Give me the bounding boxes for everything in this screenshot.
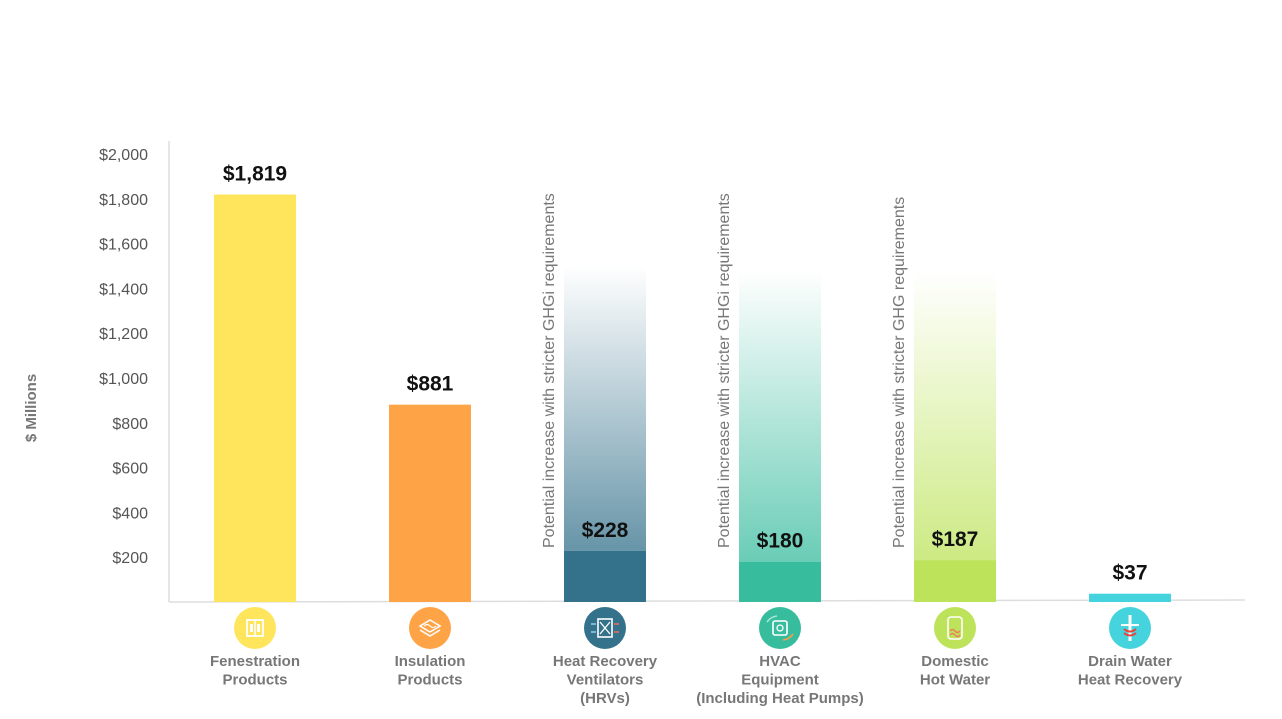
potential-increase-note: Potential increase with stricter GHGi re… (541, 193, 558, 548)
y-axis-label: $ Millions (23, 374, 40, 442)
y-tick-label: $1,600 (99, 237, 148, 254)
category-label: Insulation (395, 653, 466, 670)
potential-increase-note: Potential increase with stricter GHG req… (891, 197, 908, 548)
category-label: (HRVs) (580, 690, 630, 707)
bar (214, 194, 296, 602)
category-label: Ventilators (567, 672, 644, 689)
water-heater-icon (934, 607, 976, 649)
category-icons (234, 607, 1151, 649)
x-axis-line (168, 599, 1246, 603)
insulation-layers-icon (409, 607, 451, 649)
bar (739, 561, 821, 602)
heat-pump-icon (759, 607, 801, 649)
potential-increase-band (739, 270, 821, 562)
y-tick-label: $200 (112, 550, 148, 567)
y-tick-label: $1,000 (99, 371, 148, 388)
potential-increase-band (914, 270, 996, 561)
y-tick-label: $400 (112, 505, 148, 522)
y-tick-label: $1,400 (99, 281, 148, 298)
bar-value-label: $37 (1112, 562, 1147, 585)
y-tick-label: $2,000 (99, 147, 148, 164)
category-label: Drain Water (1088, 653, 1172, 670)
y-tick-label: $1,200 (99, 326, 148, 343)
category-labels: Fenestration Products Insulation Products He… (210, 653, 1183, 707)
category-label: Products (222, 672, 287, 689)
category-label: Heat Recovery (1078, 672, 1183, 689)
potential-increase-band (564, 266, 646, 551)
category-label: Hot Water (920, 672, 990, 689)
bar (564, 550, 646, 602)
y-tick-label: $600 (112, 461, 148, 478)
category-label: HVAC (759, 653, 801, 670)
drain-pipe-icon (1109, 607, 1151, 649)
category-label: (Including Heat Pumps) (696, 690, 864, 707)
y-axis-ticks: $200 $400 $600 $800 $1,000 $1,200 $1,400 $1,600… (99, 147, 148, 567)
bar-value-label: $180 (757, 530, 804, 553)
bar (914, 560, 996, 602)
bar-value-label: $881 (407, 373, 454, 396)
bar-value-label: $1,819 (223, 163, 287, 186)
category-label: Equipment (741, 672, 819, 689)
y-tick-label: $1,800 (99, 192, 148, 209)
window-icon (234, 607, 276, 649)
potential-increase-note: Potential increase with stricter GHGi re… (716, 193, 733, 548)
category-label: Domestic (921, 653, 989, 670)
category-label: Products (397, 672, 462, 689)
bar (389, 404, 471, 602)
y-tick-label: $800 (112, 416, 148, 433)
bar-value-label: $187 (932, 528, 979, 551)
bar-value-label: $228 (582, 519, 629, 542)
bar (1089, 593, 1171, 602)
bars-layer: $1,819 $881 Potential increase with strict… (214, 163, 1171, 602)
hrv-unit-icon (584, 607, 626, 649)
category-label: Heat Recovery (553, 653, 658, 670)
category-label: Fenestration (210, 653, 300, 670)
